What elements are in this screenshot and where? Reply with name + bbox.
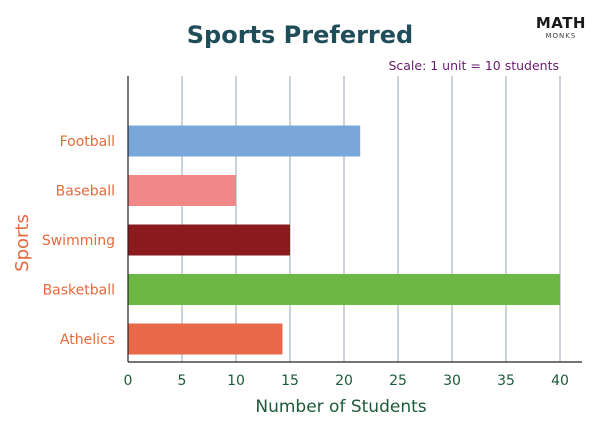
bar [128,224,290,256]
math-monks-logo: MATH MONKS [536,14,586,40]
bar [128,323,283,355]
x-axis-label: Number of Students [255,397,426,417]
bars [128,125,560,355]
axes [127,76,582,363]
category-label: Baseball [56,184,115,200]
x-tick-label: 35 [497,373,515,389]
bar [128,125,361,157]
y-axis-label: Sports [12,214,33,272]
chart-title: Sports Preferred [187,21,413,49]
x-tick-label: 25 [389,373,407,389]
category-label: Swimming [42,233,115,249]
x-tick-label: 40 [551,373,569,389]
x-tick-label: 10 [227,373,245,389]
category-label: Athelics [60,332,115,348]
logo-subtext: MONKS [545,32,577,40]
bar [128,175,236,206]
labels: 0 5 10 15 20 25 30 35 40 Football Baseball Swimming… [42,134,569,389]
logo-text: MATH [535,14,586,32]
x-tick-label: 5 [178,373,187,389]
x-tick-label: 20 [335,373,353,389]
category-label: Football [60,134,115,150]
x-tick-label: 0 [124,373,133,389]
grid [181,76,561,362]
category-label: Basketball [43,283,115,299]
x-tick-label: 15 [281,373,299,389]
bar [128,274,560,305]
scale-note: Scale: 1 unit = 10 students [388,58,559,73]
x-tick-label: 30 [443,373,461,389]
